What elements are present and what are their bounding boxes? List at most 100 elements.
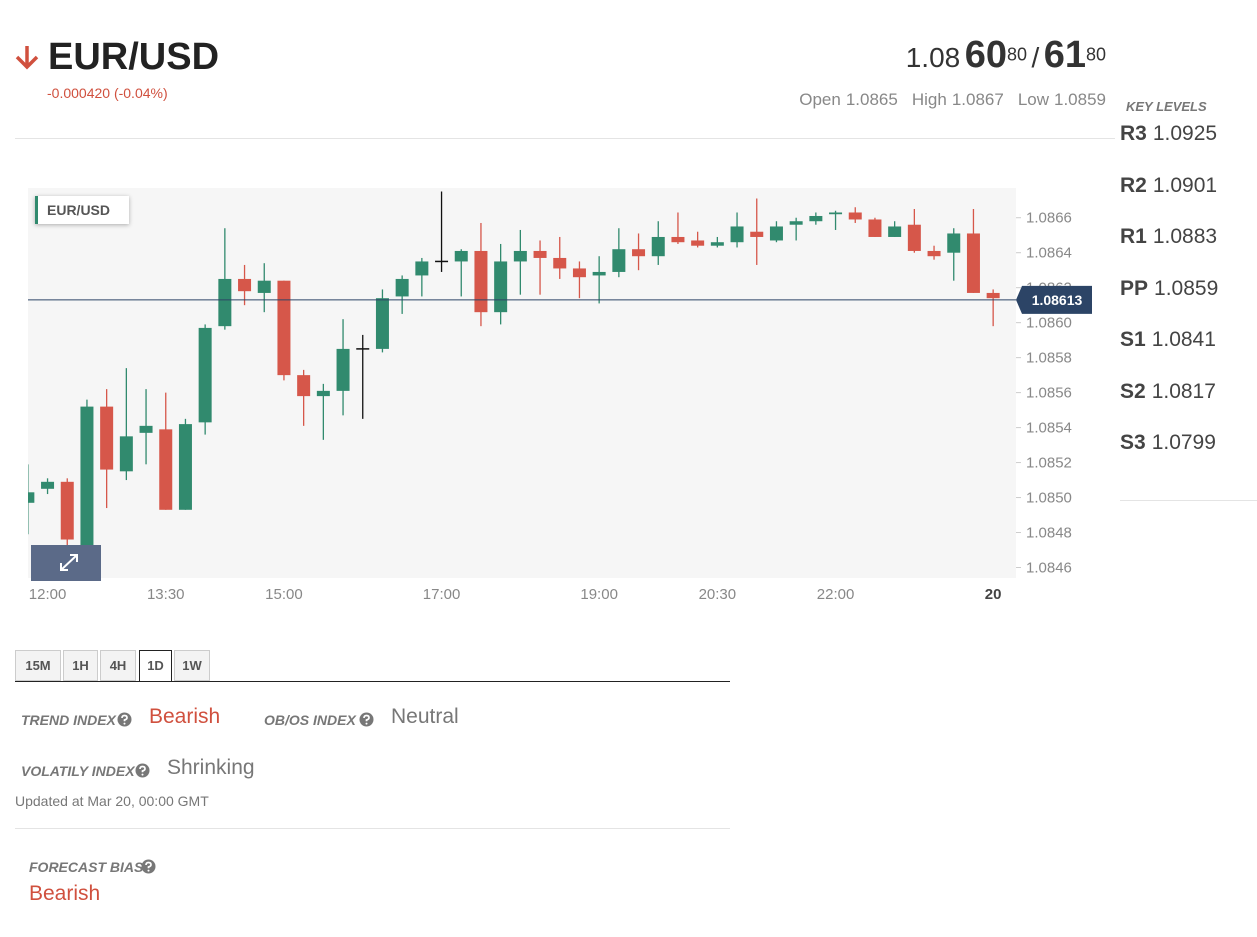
candle-body xyxy=(297,375,311,397)
candle-body xyxy=(651,236,665,257)
price: 1.08 6080 / 6180 xyxy=(906,34,1106,77)
level-value: 1.0883 xyxy=(1152,225,1218,248)
legend-label: EUR/USD xyxy=(47,202,110,218)
key-level: S3 1.0799 xyxy=(1120,431,1216,455)
x-tick-label: 20 xyxy=(985,586,1002,603)
level-name: R2 xyxy=(1120,173,1147,197)
timeframe-tab[interactable]: 1D xyxy=(139,650,172,682)
candle-body xyxy=(139,425,153,433)
key-level: R1 1.0883 xyxy=(1120,225,1217,249)
candle-body xyxy=(474,250,488,313)
pair: EUR/USD xyxy=(48,36,220,78)
ohl-value: 1.0867 xyxy=(951,90,1004,109)
candle-body xyxy=(868,219,882,237)
tabs-line xyxy=(15,681,730,682)
down-arrow xyxy=(15,46,39,70)
key-level: R2 1.0901 xyxy=(1120,174,1217,198)
y-tick-label: 1.0866 xyxy=(1026,210,1072,227)
y-tick-label: 1.0864 xyxy=(1026,245,1072,262)
ohl-label: High xyxy=(911,90,947,109)
ohl-value: 1.0859 xyxy=(1054,90,1106,109)
candle-body xyxy=(218,278,232,327)
level-name: R1 xyxy=(1120,225,1147,248)
y-tick-label: 1.0848 xyxy=(1026,525,1072,542)
bid-pips: 60 xyxy=(964,34,1007,76)
candle-body xyxy=(888,226,902,237)
forecast-label: FORECAST BIAS xyxy=(29,859,144,875)
x-tick-label: 12:00 xyxy=(29,586,67,603)
candle-body xyxy=(809,215,823,222)
help-icon[interactable] xyxy=(135,763,150,778)
candle-body xyxy=(612,249,626,272)
ask-frac: 80 xyxy=(1085,44,1106,65)
candle-body xyxy=(513,250,527,262)
candle-body xyxy=(710,242,724,246)
last-price-tag xyxy=(1016,285,1092,314)
candle-body xyxy=(336,348,350,391)
candle-body xyxy=(947,233,961,253)
x-tick-label: 19:00 xyxy=(580,586,618,603)
legend-swatch xyxy=(35,196,38,224)
candle-body xyxy=(159,429,173,510)
candle-body xyxy=(375,298,389,349)
candle-body xyxy=(769,226,783,241)
candle-body xyxy=(41,481,55,489)
ask-pips: 61 xyxy=(1043,34,1086,76)
level-value: 1.0799 xyxy=(1151,431,1216,454)
divider xyxy=(15,138,1115,139)
candle-body xyxy=(986,292,1000,299)
candle-body xyxy=(848,212,862,220)
key-levels-title: KEY LEVELS xyxy=(1126,99,1207,114)
candle-body xyxy=(119,436,133,472)
ohl-label: Open xyxy=(799,90,841,109)
index-label: TREND INDEX xyxy=(21,712,116,728)
timeframe-tab[interactable]: 4H xyxy=(100,650,136,681)
y-tick-label: 1.0852 xyxy=(1026,455,1072,472)
candle-body xyxy=(829,212,843,215)
key-level: S1 1.0841 xyxy=(1120,328,1216,352)
help-icon[interactable] xyxy=(117,712,132,727)
timeframe-tab[interactable]: 15M xyxy=(15,650,61,681)
help-icon[interactable] xyxy=(359,712,374,727)
key-level: PP 1.0859 xyxy=(1120,277,1218,301)
level-name: PP xyxy=(1120,276,1149,300)
x-tick-label: 15:00 xyxy=(265,586,303,603)
candle-body xyxy=(356,348,370,350)
level-value: 1.0841 xyxy=(1151,328,1216,351)
candle-body xyxy=(238,278,252,292)
y-tick-label: 1.0854 xyxy=(1026,420,1072,437)
y-tick-label: 1.0856 xyxy=(1026,385,1072,402)
timeframe-tab[interactable]: 1H xyxy=(63,650,98,681)
candle-body xyxy=(750,231,764,237)
fullscreen-bg[interactable] xyxy=(31,545,101,581)
timeframe-tab[interactable]: 1W xyxy=(174,650,210,681)
legend-box xyxy=(35,196,129,224)
candle-body xyxy=(178,424,192,510)
candles xyxy=(28,191,1000,556)
candle-body xyxy=(730,226,744,243)
key-level: S2 1.0817 xyxy=(1120,380,1216,404)
level-value: 1.0817 xyxy=(1151,379,1216,403)
bid-frac: 80 xyxy=(1006,44,1027,65)
level-value: 1.0859 xyxy=(1154,276,1219,300)
chart: EUR/USD 1.0846 1.0848 1.0850 1.0852 1.0854 1.… xyxy=(28,191,1092,603)
fullscreen-button[interactable] xyxy=(31,545,101,581)
candle-body xyxy=(80,406,94,549)
y-tick-label: 1.0846 xyxy=(1026,560,1072,577)
key-level: R3 1.0925 xyxy=(1120,122,1217,146)
candle-body xyxy=(494,261,508,313)
candle-body xyxy=(100,406,114,470)
help-icon[interactable] xyxy=(141,859,156,874)
divider xyxy=(1120,500,1257,501)
level-name: R3 xyxy=(1120,122,1147,145)
candle-body xyxy=(789,221,803,225)
index-value: Bearish xyxy=(149,705,221,728)
level-name: S1 xyxy=(1120,328,1146,351)
candle-body xyxy=(691,240,705,246)
price-sep: / xyxy=(1031,42,1040,73)
candle-body xyxy=(435,260,449,263)
last-price-label: 1.08613 xyxy=(1032,292,1083,308)
candle-body xyxy=(533,250,547,258)
y-tick-label: 1.0850 xyxy=(1026,490,1072,507)
index-value: Neutral xyxy=(391,705,459,728)
